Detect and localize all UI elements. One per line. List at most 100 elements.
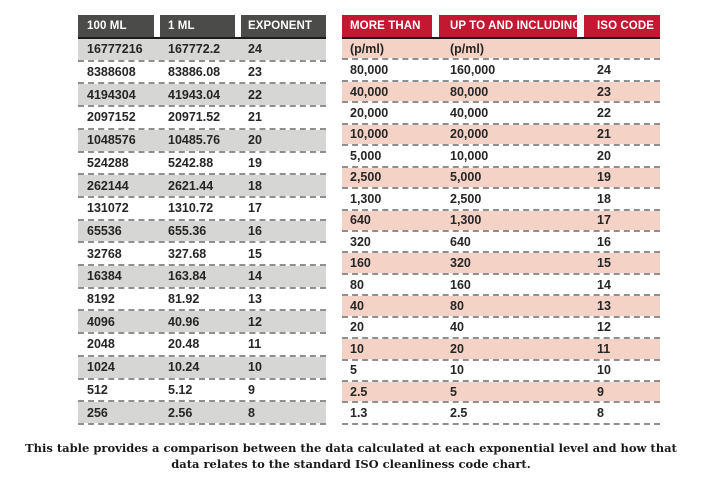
table-cell: 8388608: [87, 65, 136, 80]
table-cell: 80,000: [450, 84, 489, 99]
table-cell: 80: [450, 298, 464, 313]
table-cell: 20971.52: [168, 110, 221, 125]
exponent-table-body: 16777216 167772.2 24 8388608 83886.08 23 41943…: [78, 39, 326, 425]
table-cell: 2,500: [350, 170, 382, 185]
table-row: 16384 163.84 14: [78, 266, 326, 289]
table-cell: 262144: [87, 178, 129, 193]
table-cell: 1,300: [450, 213, 482, 228]
table-cell: 20: [597, 148, 611, 163]
table-cell: 320: [350, 234, 371, 249]
table-row: 16777216 167772.2 24: [78, 39, 326, 62]
table-cell: (p/ml): [350, 41, 385, 56]
table-cell: 19: [597, 170, 611, 185]
table-row: 5,000 10,000 20: [342, 146, 660, 168]
table-row: 524288 5242.88 19: [78, 153, 326, 176]
table-row: 2048 20.48 11: [78, 334, 326, 357]
table-row: 2.5 5 9: [342, 382, 660, 404]
table-cell: 10: [248, 360, 262, 375]
table-cell: 40,000: [450, 106, 489, 121]
table-cell: 32768: [87, 246, 122, 261]
table-caption: This table provides a comparison between…: [0, 441, 702, 472]
table-cell: 2097152: [87, 110, 136, 125]
table-cell: 160: [350, 256, 371, 271]
table-cell: 40: [350, 298, 364, 313]
table-row: 4194304 41943.04 22: [78, 84, 326, 108]
table-cell: 524288: [87, 155, 129, 170]
table-row: 256 2.56 8: [78, 402, 326, 425]
table-cell: 640: [350, 213, 371, 228]
table-cell: 20: [248, 133, 262, 148]
table-cell: 5,000: [450, 170, 482, 185]
table-row: 1024 10.24 10: [78, 356, 326, 380]
table-cell: 2.56: [168, 405, 193, 420]
table-cell: 40: [450, 320, 464, 335]
table-cell: 21: [248, 110, 262, 125]
table-cell: 2.5: [350, 384, 368, 399]
table-cell: 23: [597, 84, 611, 99]
header-exponent: EXPONENT: [241, 15, 326, 37]
table-cell: 22: [597, 106, 611, 121]
table-row: 262144 2621.44 18: [78, 175, 326, 198]
table-cell: 81.92: [168, 292, 200, 307]
caption-line-2: data relates to the standard ISO cleanli…: [171, 456, 531, 471]
exponent-table: 100 ML 1 ML EXPONENT 16777216 167772.2 24 8…: [78, 15, 326, 425]
iso-code-table-header: MORE THAN UP TO AND INCLUDING ISO CODE: [342, 15, 660, 39]
table-cell: 8: [597, 406, 604, 421]
table-cell: 18: [248, 178, 262, 193]
table-row: 40 80 13: [342, 296, 660, 318]
iso-code-table: MORE THAN UP TO AND INCLUDING ISO CODE (…: [342, 15, 660, 425]
table-cell: 327.68: [168, 246, 207, 261]
table-row: 1,300 2,500 18: [342, 189, 660, 211]
header-100ml: 100 ML: [78, 15, 154, 37]
table-cell: 2.5: [450, 406, 468, 421]
table-cell: 80: [350, 277, 364, 292]
table-cell: 1048576: [87, 133, 136, 148]
table-row: 10 20 11: [342, 339, 660, 361]
table-cell: 10: [597, 363, 611, 378]
table-cell: 4194304: [87, 87, 136, 102]
table-cell: 12: [597, 320, 611, 335]
caption-line-1: This table provides a comparison between…: [25, 441, 677, 455]
table-cell: 14: [248, 269, 262, 284]
table-row: 5 10 10: [342, 361, 660, 382]
table-row: 10,000 20,000 21: [342, 124, 660, 147]
table-cell: 17: [248, 201, 262, 216]
table-cell: 41943.04: [168, 87, 221, 102]
table-row: 2097152 20971.52 21: [78, 107, 326, 130]
table-cell: 10: [450, 363, 464, 378]
table-cell: (p/ml): [450, 41, 485, 56]
table-cell: 19: [248, 155, 262, 170]
exponent-table-header: 100 ML 1 ML EXPONENT: [78, 15, 326, 39]
table-cell: 24: [597, 63, 611, 78]
table-row: 160 320 15: [342, 253, 660, 275]
table-row: (p/ml) (p/ml): [342, 39, 660, 61]
table-cell: 14: [597, 277, 611, 292]
table-cell: 1.3: [350, 406, 368, 421]
table-cell: 20: [350, 320, 364, 335]
table-cell: 11: [597, 341, 611, 356]
table-cell: 15: [248, 246, 262, 261]
table-cell: 13: [597, 298, 611, 313]
table-cell: 2621.44: [168, 178, 214, 193]
header-iso-code: ISO CODE: [584, 15, 660, 37]
table-row: 1048576 10485.76 20: [78, 129, 326, 153]
table-row: 8192 81.92 13: [78, 289, 326, 312]
table-cell: 11: [248, 337, 262, 352]
table-cell: 10.24: [168, 360, 200, 375]
table-cell: 10: [350, 341, 364, 356]
table-row: 80 160 14: [342, 275, 660, 297]
table-cell: 16: [248, 223, 262, 238]
table-cell: 1024: [87, 360, 115, 375]
table-cell: 256: [87, 405, 108, 420]
table-cell: 163.84: [168, 269, 207, 284]
table-cell: 5.12: [168, 382, 193, 397]
table-row: 2,500 5,000 19: [342, 167, 660, 190]
table-cell: 160: [450, 277, 471, 292]
table-row: 640 1,300 17: [342, 210, 660, 232]
table-cell: 4096: [87, 314, 115, 329]
table-row: 131072 1310.72 17: [78, 198, 326, 221]
table-cell: 16777216: [87, 42, 143, 57]
table-cell: 167772.2: [168, 42, 221, 57]
table-row: 40,000 80,000 23: [342, 81, 660, 104]
